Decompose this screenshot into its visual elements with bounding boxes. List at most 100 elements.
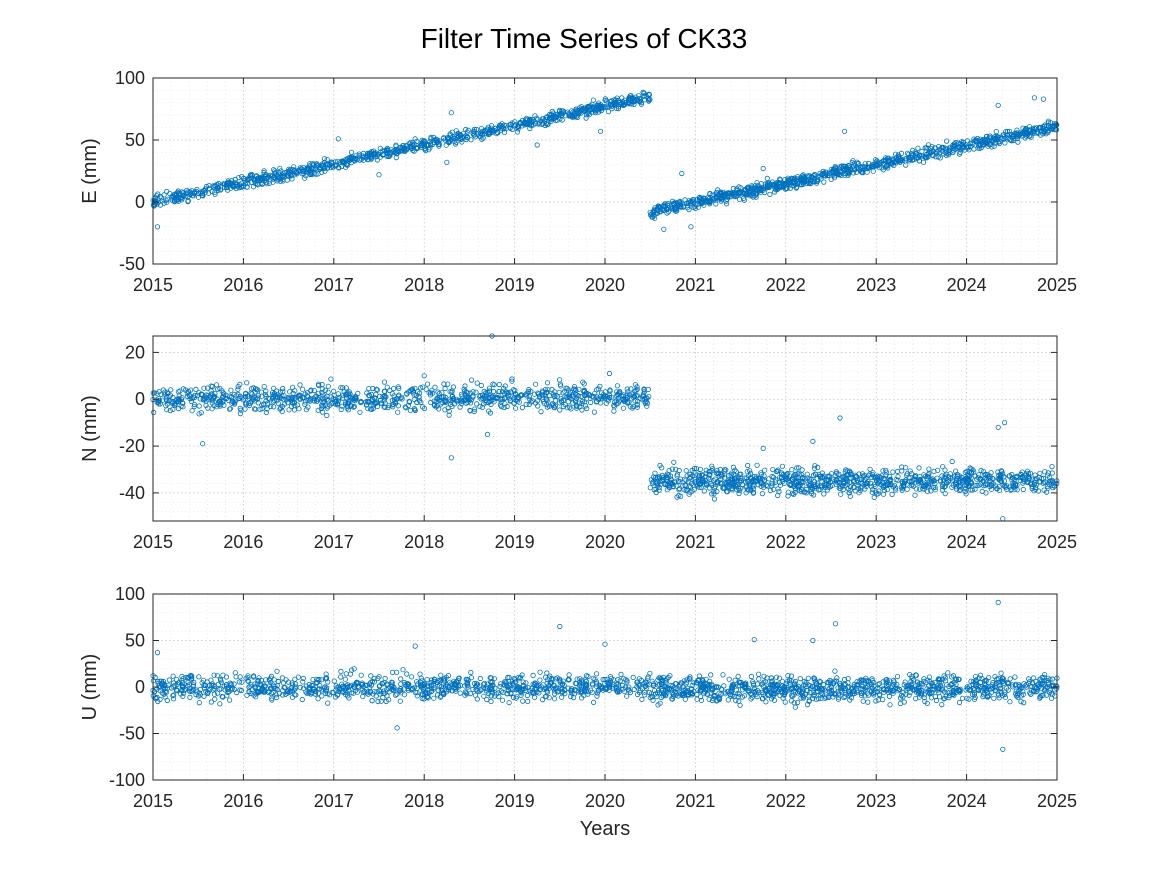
data-point: [789, 467, 795, 473]
data-point: [443, 394, 449, 401]
data-point: [215, 386, 221, 392]
data-point: [946, 148, 952, 154]
data-point: [977, 145, 983, 151]
data-point: [624, 386, 630, 392]
data-point: [745, 462, 751, 469]
data-point: [753, 192, 759, 198]
data-point: [820, 168, 826, 174]
data-point: [993, 129, 999, 135]
data-point: [1045, 120, 1051, 126]
data-point: [163, 403, 169, 409]
data-point: [208, 388, 214, 394]
data-point: [873, 162, 879, 168]
data-point: [201, 385, 207, 391]
data-point: [557, 407, 563, 413]
data-point: [820, 170, 826, 177]
data-point: [349, 154, 355, 160]
data-point: [357, 409, 363, 415]
data-point: [672, 207, 678, 213]
data-point: [792, 181, 798, 187]
data-point: [422, 148, 429, 154]
data-point: [706, 485, 713, 491]
data-point: [277, 165, 283, 171]
data-point: [299, 386, 306, 392]
data-point: [412, 385, 418, 391]
data-point: [421, 138, 427, 144]
data-point: [597, 383, 603, 389]
data-point: [607, 387, 613, 393]
data-point: [325, 700, 331, 706]
data-point: [898, 150, 905, 156]
x-tick-label: 2025: [1037, 532, 1077, 552]
data-point: [846, 163, 852, 169]
data-point: [628, 386, 634, 392]
data-point: [821, 179, 827, 185]
data-point: [619, 95, 625, 101]
data-point: [158, 195, 164, 201]
data-point: [671, 201, 677, 207]
data-point: [631, 96, 638, 102]
outlier-point: [534, 142, 540, 148]
data-point: [544, 122, 550, 128]
data-point: [286, 407, 292, 413]
data-point: [590, 97, 597, 103]
data-point: [462, 383, 468, 389]
data-point: [592, 110, 599, 116]
data-point: [156, 401, 162, 407]
data-point: [530, 118, 536, 125]
data-point: [400, 667, 406, 673]
chart-title: Filter Time Series of CK33: [421, 23, 748, 54]
data-point: [227, 180, 233, 186]
data-point: [287, 171, 293, 177]
data-point: [428, 399, 434, 405]
data-point: [650, 214, 656, 220]
data-point: [576, 105, 583, 111]
data-point: [247, 172, 253, 178]
y-tick-label: -40: [119, 483, 145, 503]
data-point: [1021, 128, 1028, 134]
data-point: [892, 151, 899, 157]
data-point: [499, 697, 506, 703]
data-point: [832, 168, 839, 174]
data-point: [942, 467, 948, 473]
data-point: [690, 204, 696, 210]
data-point: [971, 146, 977, 152]
data-point: [200, 192, 206, 198]
data-point: [492, 125, 499, 131]
outlier-point: [1040, 96, 1047, 102]
panel-3: 2015 2016 2017 2018 2019 2020 2021 2022 2023 2024…: [79, 584, 1077, 811]
data-point: [706, 199, 713, 205]
data-point: [925, 142, 932, 148]
data-point: [210, 183, 216, 189]
data-point: [1028, 128, 1034, 134]
data-point: [579, 398, 585, 405]
data-point: [515, 126, 521, 132]
data-point: [671, 459, 677, 465]
x-tick-label: 2019: [495, 275, 535, 295]
data-point: [572, 110, 579, 116]
data-point: [542, 391, 548, 397]
data-point: [270, 399, 276, 405]
data-point: [959, 142, 966, 148]
data-point: [463, 126, 469, 133]
data-point: [740, 195, 747, 201]
data-point: [485, 124, 491, 130]
x-tick-label: 2021: [675, 275, 715, 295]
data-point: [874, 158, 880, 164]
data-point: [569, 113, 575, 119]
data-point: [482, 394, 488, 400]
outlier-point: [606, 370, 613, 377]
data-point: [996, 140, 1003, 147]
data-point: [747, 188, 753, 194]
data-point: [641, 90, 647, 96]
data-point: [467, 400, 474, 406]
data-point: [507, 397, 513, 403]
outlier-point: [679, 170, 685, 177]
data-point: [486, 385, 493, 391]
data-point: [576, 110, 582, 116]
data-point: [451, 401, 458, 407]
data-point: [357, 157, 363, 163]
data-point: [615, 97, 622, 104]
data-point: [274, 178, 280, 184]
